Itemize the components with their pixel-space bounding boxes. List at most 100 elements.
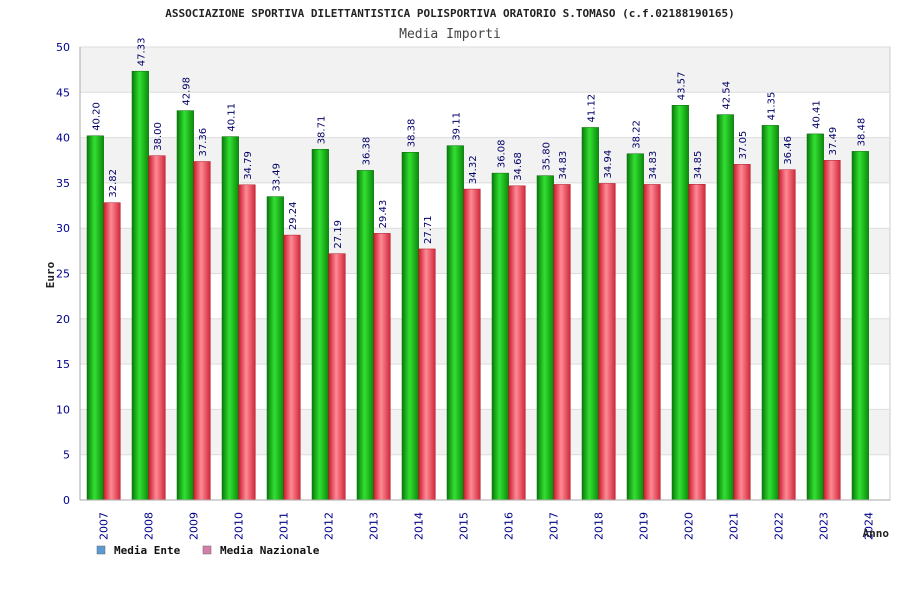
data-label: 39.11: [451, 112, 462, 141]
data-label: 43.57: [676, 72, 687, 101]
x-axis-label: Anno: [863, 527, 890, 540]
data-label: 42.98: [181, 77, 192, 106]
grid-band: [80, 47, 890, 93]
data-label: 36.46: [783, 136, 794, 165]
data-label: 38.00: [153, 122, 164, 151]
x-tick-label: 2012: [323, 512, 336, 540]
grid-band: [80, 137, 890, 183]
y-tick-label: 20: [56, 313, 70, 326]
x-tick-label: 2016: [503, 512, 516, 540]
y-tick-label: 35: [56, 177, 70, 190]
data-label: 38.22: [631, 120, 642, 149]
data-label: 37.49: [828, 127, 839, 156]
y-tick-label: 0: [63, 494, 70, 507]
data-label: 34.85: [693, 151, 704, 180]
grid-band: [80, 409, 890, 455]
grid-band: [80, 454, 890, 500]
bar-media-ente-2011: [266, 196, 284, 501]
x-axis: 2007 2008 2009 2010 2011 2012 2013 2014 2015 2016…: [80, 499, 890, 540]
bar-media-nazionale-2019: [643, 184, 661, 501]
grid-band: [80, 273, 890, 319]
bar-media-nazionale-2023: [823, 160, 841, 501]
data-label: 32.82: [108, 169, 119, 198]
x-tick-label: 2009: [188, 512, 201, 540]
bar-media-ente-2020: [671, 105, 689, 501]
data-label: 42.54: [721, 81, 732, 110]
bar-media-nazionale-2022: [778, 169, 796, 501]
grid-band: [80, 318, 890, 365]
grid-band: [80, 182, 890, 229]
x-tick-label: 2013: [368, 512, 381, 540]
bar-media-ente-2017: [536, 175, 554, 501]
bar-media-nazionale-2020: [688, 184, 706, 501]
chart-title: ASSOCIAZIONE SPORTIVA DILETTANTISTICA PO…: [165, 7, 735, 20]
bar-media-nazionale-2021: [733, 164, 751, 501]
bar-media-nazionale-2014: [418, 248, 436, 501]
y-tick-label: 40: [56, 132, 70, 145]
x-tick-label: 2015: [458, 512, 471, 540]
x-tick-label: 2011: [278, 512, 291, 540]
data-label: 34.79: [243, 151, 254, 180]
data-label: 35.80: [541, 142, 552, 171]
data-label: 41.12: [586, 94, 597, 123]
data-label: 38.48: [856, 118, 867, 147]
x-tick-label: 2023: [818, 512, 831, 540]
data-label: 36.38: [361, 137, 372, 166]
x-tick-label: 2010: [233, 512, 246, 540]
x-tick-label: 2019: [638, 512, 651, 540]
bar-media-ente-2015: [446, 145, 464, 501]
bar-media-nazionale-2018: [598, 183, 616, 501]
data-label: 29.43: [378, 200, 389, 229]
y-tick-label: 5: [63, 449, 70, 462]
chart-subtitle: Media Importi: [399, 27, 501, 42]
bar-media-ente-2016: [491, 172, 509, 501]
bar-media-nazionale-2011: [283, 234, 301, 501]
bars: 40.20 32.82 47.33 38.00 42.98 37.36 40.11 34.79…: [86, 38, 869, 501]
y-tick-label: 30: [56, 222, 70, 235]
x-tick-label: 2021: [728, 512, 741, 540]
bar-media-ente-2009: [176, 110, 194, 501]
bar-media-ente-2008: [131, 70, 149, 501]
data-label: 36.08: [496, 139, 507, 168]
bar-media-ente-2022: [761, 125, 779, 501]
y-tick-label: 25: [56, 268, 70, 281]
bar-media-nazionale-2015: [463, 188, 481, 501]
bar-media-ente-2007: [86, 135, 104, 501]
bar-media-nazionale-2007: [103, 202, 121, 501]
data-label: 41.35: [766, 92, 777, 121]
bar-media-nazionale-2016: [508, 185, 526, 501]
legend-entry: Media Nazionale: [220, 544, 320, 557]
x-tick-label: 2022: [773, 512, 786, 540]
data-label: 47.33: [136, 38, 147, 67]
data-label: 37.36: [198, 128, 209, 157]
grid-band: [80, 92, 890, 138]
data-label: 33.49: [271, 163, 282, 192]
bar-media-nazionale-2010: [238, 184, 256, 501]
bar-media-nazionale-2012: [328, 253, 346, 501]
y-axis-label: Euro: [44, 261, 57, 288]
bar-media-ente-2010: [221, 136, 239, 501]
x-tick-label: 2008: [143, 512, 156, 540]
legend: Media Ente Media Nazionale: [96, 544, 320, 557]
x-tick-label: 2020: [683, 512, 696, 540]
legend-swatch: [96, 545, 106, 555]
data-label: 38.38: [406, 119, 417, 148]
y-tick-label: 50: [56, 41, 70, 54]
plot-background: [79, 46, 891, 501]
x-tick-label: 2017: [548, 512, 561, 540]
data-label: 40.11: [226, 103, 237, 132]
x-tick-label: 2024: [863, 512, 876, 540]
bar-media-ente-2021: [716, 114, 734, 501]
legend-entry: Media Ente: [114, 544, 181, 557]
bar-media-ente-2018: [581, 127, 599, 501]
grid-band: [80, 364, 890, 410]
bar-media-nazionale-2017: [553, 184, 571, 501]
y-axis: 0 5 10 15 20 25 30 35 40 45 50: [56, 41, 81, 507]
y-tick-label: 45: [56, 86, 70, 99]
bar-media-ente-2024: [851, 151, 869, 501]
data-label: 34.68: [513, 152, 524, 181]
legend-swatch: [202, 545, 212, 555]
data-label: 40.41: [811, 100, 822, 129]
grid-band: [80, 228, 890, 274]
